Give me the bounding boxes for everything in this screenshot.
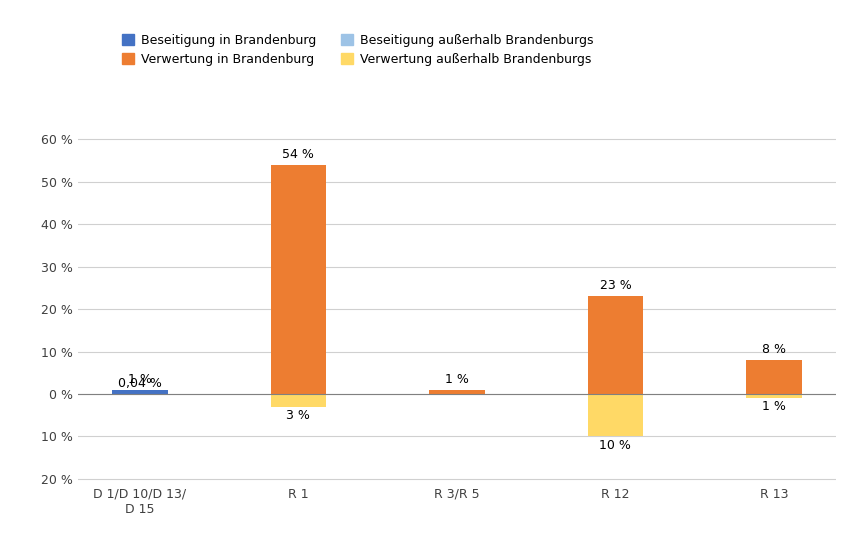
Text: 1 %: 1 % (127, 373, 152, 385)
Text: 54 %: 54 % (282, 148, 314, 161)
Text: 3 %: 3 % (286, 409, 310, 422)
Text: 8 %: 8 % (761, 343, 785, 356)
Text: 23 %: 23 % (598, 279, 630, 292)
Text: 0,04 %: 0,04 % (118, 377, 162, 390)
Bar (112, 390, 167, 394)
Text: 10 %: 10 % (598, 439, 630, 452)
Text: 1 %: 1 % (444, 373, 468, 385)
Bar (746, 394, 801, 398)
Bar (587, 394, 642, 436)
Bar (270, 394, 325, 407)
Bar (746, 360, 801, 394)
Bar (587, 296, 642, 394)
Bar (429, 390, 484, 394)
Bar (270, 165, 325, 394)
Legend: Beseitigung in Brandenburg, Verwertung in Brandenburg, Beseitigung außerhalb Bra: Beseitigung in Brandenburg, Verwertung i… (121, 34, 592, 66)
Text: 1 %: 1 % (761, 400, 785, 413)
